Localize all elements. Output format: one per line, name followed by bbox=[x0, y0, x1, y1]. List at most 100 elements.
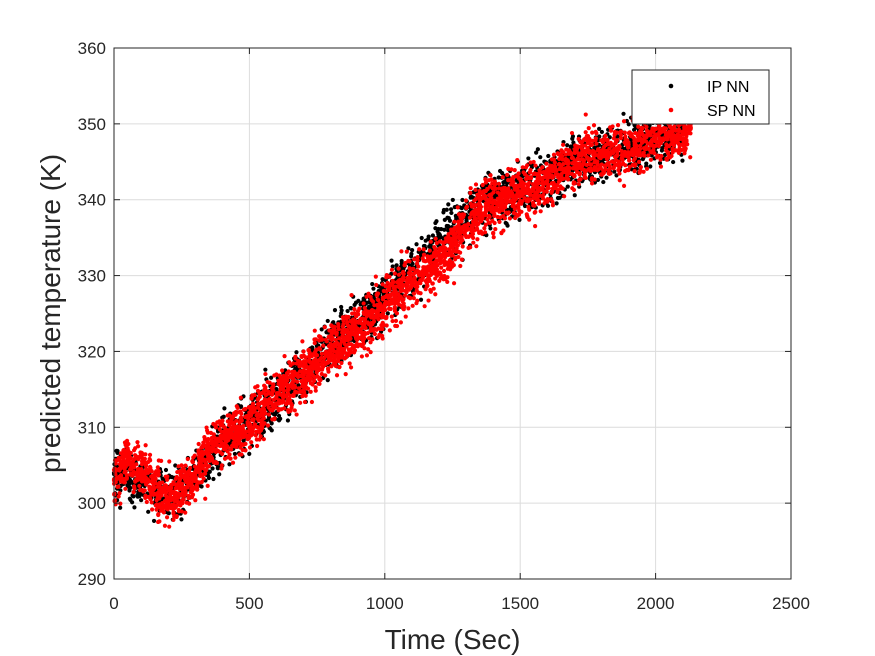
data-point bbox=[333, 344, 338, 349]
data-point bbox=[527, 217, 532, 222]
data-point bbox=[141, 452, 146, 457]
data-point bbox=[415, 258, 420, 263]
data-point bbox=[554, 201, 559, 206]
data-point bbox=[143, 443, 148, 448]
data-point bbox=[401, 271, 406, 277]
data-point bbox=[247, 445, 253, 450]
data-point bbox=[312, 378, 317, 384]
data-point bbox=[196, 441, 201, 447]
data-point bbox=[219, 419, 225, 424]
data-point bbox=[339, 304, 344, 310]
data-point bbox=[552, 160, 558, 165]
data-point bbox=[371, 316, 377, 321]
data-point bbox=[370, 308, 375, 313]
data-point bbox=[203, 496, 208, 501]
data-point bbox=[257, 437, 262, 442]
data-point bbox=[597, 134, 602, 139]
data-point bbox=[468, 186, 473, 191]
data-point bbox=[368, 350, 373, 355]
data-point bbox=[323, 373, 328, 378]
data-point bbox=[337, 365, 342, 370]
data-point bbox=[336, 322, 341, 327]
data-point bbox=[571, 187, 577, 193]
data-point bbox=[579, 147, 585, 152]
data-point bbox=[499, 206, 504, 211]
data-point bbox=[398, 288, 403, 294]
data-point bbox=[118, 505, 123, 510]
data-point bbox=[153, 470, 158, 475]
data-point bbox=[483, 177, 488, 182]
data-point bbox=[131, 465, 137, 470]
data-point bbox=[318, 334, 323, 340]
data-point bbox=[398, 320, 403, 325]
data-point bbox=[638, 165, 643, 170]
data-point bbox=[618, 136, 624, 141]
data-point bbox=[563, 152, 568, 157]
data-point bbox=[277, 373, 282, 378]
data-point bbox=[426, 298, 431, 303]
data-point bbox=[185, 485, 190, 490]
data-point bbox=[432, 244, 437, 250]
data-point bbox=[193, 498, 198, 503]
data-point bbox=[444, 207, 449, 212]
data-point bbox=[243, 441, 248, 446]
data-point bbox=[354, 314, 359, 319]
data-point bbox=[637, 146, 643, 152]
data-point bbox=[526, 156, 531, 161]
data-point bbox=[492, 220, 497, 226]
data-point bbox=[403, 314, 408, 319]
data-point bbox=[387, 274, 392, 279]
data-point bbox=[590, 138, 595, 143]
data-point bbox=[482, 226, 487, 231]
data-point bbox=[617, 178, 622, 183]
data-point bbox=[449, 210, 454, 216]
data-point bbox=[684, 126, 689, 132]
data-point bbox=[608, 125, 613, 130]
data-point bbox=[131, 490, 136, 495]
data-point bbox=[171, 517, 176, 522]
data-point bbox=[538, 155, 543, 160]
data-point bbox=[540, 165, 545, 170]
data-point bbox=[347, 350, 352, 356]
data-point bbox=[125, 483, 130, 488]
data-point bbox=[473, 187, 478, 193]
data-point bbox=[309, 399, 315, 405]
data-point bbox=[128, 480, 133, 485]
data-point bbox=[206, 437, 211, 442]
data-point bbox=[341, 321, 346, 327]
data-point bbox=[121, 463, 126, 469]
data-point bbox=[269, 392, 275, 397]
data-point bbox=[368, 340, 373, 345]
data-point bbox=[163, 474, 168, 479]
data-point bbox=[135, 478, 140, 483]
data-point bbox=[416, 290, 421, 295]
data-point bbox=[282, 354, 287, 359]
data-point bbox=[488, 226, 493, 231]
data-point bbox=[474, 244, 479, 249]
data-point bbox=[316, 381, 321, 386]
data-point bbox=[502, 216, 508, 221]
data-point bbox=[683, 132, 688, 137]
data-point bbox=[340, 315, 346, 320]
data-point bbox=[254, 413, 259, 418]
data-point bbox=[270, 417, 275, 422]
data-point bbox=[294, 361, 299, 366]
data-point bbox=[493, 227, 498, 232]
data-point bbox=[375, 310, 380, 315]
data-point bbox=[494, 201, 499, 206]
data-point bbox=[438, 270, 443, 275]
data-point bbox=[298, 369, 303, 374]
data-point bbox=[321, 359, 326, 364]
data-point bbox=[286, 387, 291, 392]
data-point bbox=[516, 176, 522, 181]
data-point bbox=[418, 278, 423, 283]
data-point bbox=[406, 258, 411, 264]
data-point bbox=[665, 150, 671, 155]
data-point bbox=[496, 181, 502, 186]
data-point bbox=[577, 171, 583, 176]
data-point bbox=[167, 524, 172, 529]
data-point bbox=[312, 328, 317, 333]
data-point bbox=[442, 240, 448, 245]
data-point bbox=[411, 272, 416, 277]
data-point bbox=[332, 308, 338, 313]
